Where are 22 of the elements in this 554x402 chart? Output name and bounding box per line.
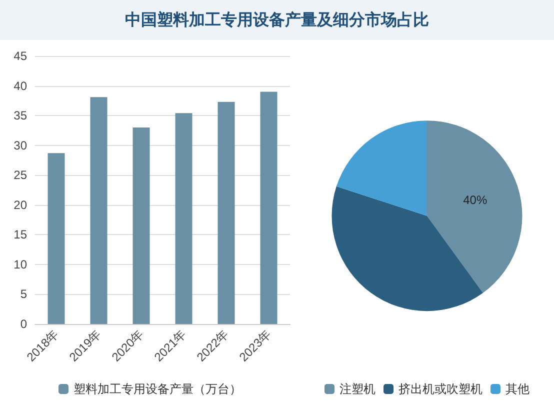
y-tick-label: 45 bbox=[14, 49, 28, 63]
data-label: 40% bbox=[463, 193, 488, 208]
y-tick-label: 40 bbox=[14, 78, 28, 93]
bar bbox=[218, 102, 235, 324]
y-tick-label: 0 bbox=[20, 317, 28, 331]
chart-title: 中国塑料加工专用设备产量及细分市场占比 bbox=[0, 0, 554, 40]
y-tick-label: 25 bbox=[14, 168, 28, 182]
bar bbox=[260, 92, 278, 324]
y-tick-label: 30 bbox=[14, 138, 28, 152]
y-tick-label: 10 bbox=[14, 257, 28, 272]
legend-label: 其他 bbox=[506, 382, 530, 396]
y-tick-label: 15 bbox=[14, 228, 28, 242]
legend-label: 挤出机或吹塑机 bbox=[398, 382, 482, 396]
legend-label: 塑料加工专用设备产量（万台） bbox=[74, 382, 242, 396]
legend-label: 注塑机 bbox=[340, 382, 376, 396]
bar bbox=[175, 113, 192, 324]
y-tick-label: 5 bbox=[20, 287, 28, 302]
bar bbox=[132, 127, 150, 324]
bar bbox=[48, 153, 65, 324]
y-tick-label: 35 bbox=[14, 108, 28, 123]
y-tick-label: 20 bbox=[14, 198, 28, 212]
bar bbox=[90, 97, 108, 324]
